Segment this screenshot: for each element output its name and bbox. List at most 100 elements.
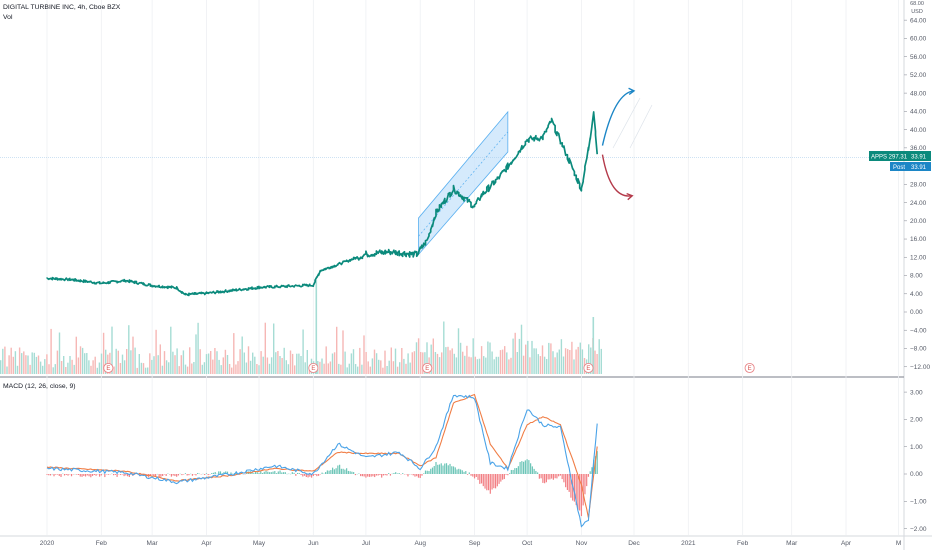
macd-histogram-bar <box>510 469 512 474</box>
time-tick[interactable]: Mar <box>786 540 798 547</box>
price-tick[interactable]: 0.00 <box>904 309 923 316</box>
macd-tick-label: 2.00 <box>910 417 923 424</box>
macd-axis-ticks[interactable]: 3.00 2.00 1.00 0.00 −1.00 −2.00 <box>904 389 927 533</box>
projection-arrows[interactable] <box>601 87 653 201</box>
post-badge[interactable]: Post 33.91 <box>890 162 931 171</box>
price-tick[interactable]: 56.00 <box>904 54 927 61</box>
time-tick[interactable]: Feb <box>96 540 108 547</box>
volume-bar <box>426 342 428 374</box>
volume-bar <box>203 362 206 374</box>
macd-histogram-bar <box>155 474 157 477</box>
macd-tick[interactable]: 0.00 <box>904 471 923 478</box>
macd-histogram-bar <box>274 471 276 474</box>
volume-bar <box>48 364 50 374</box>
time-tick[interactable]: May <box>253 540 266 547</box>
macd-histogram-bar <box>487 474 490 491</box>
macd-histogram-bar <box>160 474 162 477</box>
price-tick[interactable]: −8.00 <box>904 346 927 353</box>
macd-histogram-bar <box>579 474 581 511</box>
price-tick[interactable]: 28.00 <box>904 182 927 189</box>
price-tick[interactable]: 44.00 <box>904 109 927 116</box>
price-tick[interactable]: 20.00 <box>904 218 927 225</box>
macd-histogram-bar <box>70 474 73 477</box>
macd-histogram-bar <box>295 474 297 476</box>
volume-bar <box>44 359 46 374</box>
price-tick[interactable]: 12.00 <box>904 254 927 261</box>
macd-histogram-bar <box>389 474 392 476</box>
price-tick[interactable]: −12.00 <box>904 364 930 371</box>
earnings-marker[interactable]: E <box>308 362 319 374</box>
projection-down-arrow[interactable] <box>601 154 633 197</box>
price-tick[interactable]: 48.00 <box>904 90 927 97</box>
volume-bar <box>438 357 441 374</box>
channel-band[interactable] <box>418 110 509 256</box>
volume-bar <box>315 280 318 374</box>
macd-histogram-bar <box>218 471 220 474</box>
macd-histogram-bar <box>325 472 327 474</box>
macd-histogram-bar <box>284 472 286 474</box>
macd-histogram-bar <box>358 473 360 474</box>
volume-bar <box>361 364 363 374</box>
time-tick[interactable]: Apr <box>841 540 852 547</box>
time-tick[interactable]: 2020 <box>40 540 55 547</box>
price-tick-label: 20.00 <box>910 218 927 225</box>
time-tick[interactable]: Nov <box>576 540 588 547</box>
volume-bar <box>501 349 504 374</box>
post-badge-text: Post <box>893 165 905 171</box>
macd-tick[interactable]: 3.00 <box>904 389 923 396</box>
volume-bar <box>510 357 512 374</box>
time-tick[interactable]: Jun <box>308 540 319 547</box>
price-tick[interactable]: 60.00 <box>904 36 927 43</box>
price-tick-label: 56.00 <box>910 54 927 61</box>
volume-bar <box>14 351 17 374</box>
time-tick[interactable]: M <box>896 540 901 547</box>
macd-tick[interactable]: −2.00 <box>904 526 927 533</box>
time-tick[interactable]: Jul <box>362 540 371 547</box>
price-tick[interactable]: 16.00 <box>904 236 927 243</box>
projection-up-arrow[interactable] <box>601 90 635 146</box>
time-tick[interactable]: 2021 <box>681 540 696 547</box>
time-tick[interactable]: Aug <box>414 540 426 547</box>
earnings-marker[interactable]: E <box>583 362 594 374</box>
macd-histogram-bar <box>424 470 427 474</box>
macd-tick[interactable]: 1.00 <box>904 444 923 451</box>
time-tick[interactable]: Apr <box>201 540 212 547</box>
time-axis-ticks[interactable]: 2020 Feb Mar Apr May Jun Jul Aug Sep Oct Nov Dec 202… <box>40 540 902 547</box>
price-tick[interactable]: 40.00 <box>904 127 927 134</box>
ticker-badge[interactable]: APPS 297.31% 33.91 <box>869 151 931 161</box>
time-tick[interactable]: Oct <box>522 540 532 547</box>
volume-bar <box>304 362 306 374</box>
price-tick[interactable]: 4.00 <box>904 291 923 298</box>
price-tick[interactable]: 52.00 <box>904 72 927 79</box>
price-tick[interactable]: 8.00 <box>904 273 923 280</box>
earnings-marker[interactable]: E <box>422 362 433 374</box>
macd-histogram-bar <box>230 472 232 474</box>
volume-bar <box>4 346 6 374</box>
volume-bar <box>447 346 449 374</box>
price-tick[interactable]: −4.00 <box>904 327 927 334</box>
volume-bar <box>180 355 182 374</box>
price-tick[interactable]: 24.00 <box>904 200 927 207</box>
earnings-marker[interactable]: E <box>103 362 114 374</box>
price-tick[interactable]: 36.00 <box>904 145 927 152</box>
price-axis-ticks[interactable]: 64.00 60.00 56.00 52.00 48.00 44.00 40.00 36.00… <box>904 17 930 371</box>
macd-tick[interactable]: 2.00 <box>904 417 923 424</box>
macd-histogram-bar <box>95 474 97 476</box>
macd-histogram-bar <box>130 474 132 475</box>
macd-histogram-bar <box>46 474 48 475</box>
volume-bar <box>27 355 29 374</box>
volume-bar <box>575 349 577 374</box>
macd-histogram-bar <box>540 474 542 479</box>
macd-histogram-bar <box>279 470 281 474</box>
price-tick[interactable]: 64.00 <box>904 17 927 24</box>
time-tick[interactable]: Sep <box>469 540 481 547</box>
time-tick[interactable]: Dec <box>628 540 640 547</box>
time-tick[interactable]: Feb <box>737 540 749 547</box>
time-tick[interactable]: Mar <box>147 540 159 547</box>
volume-bar <box>174 355 176 374</box>
trend-channel[interactable] <box>418 110 509 256</box>
earnings-marker[interactable]: E <box>744 362 755 374</box>
macd-tick[interactable]: −1.00 <box>904 499 927 506</box>
